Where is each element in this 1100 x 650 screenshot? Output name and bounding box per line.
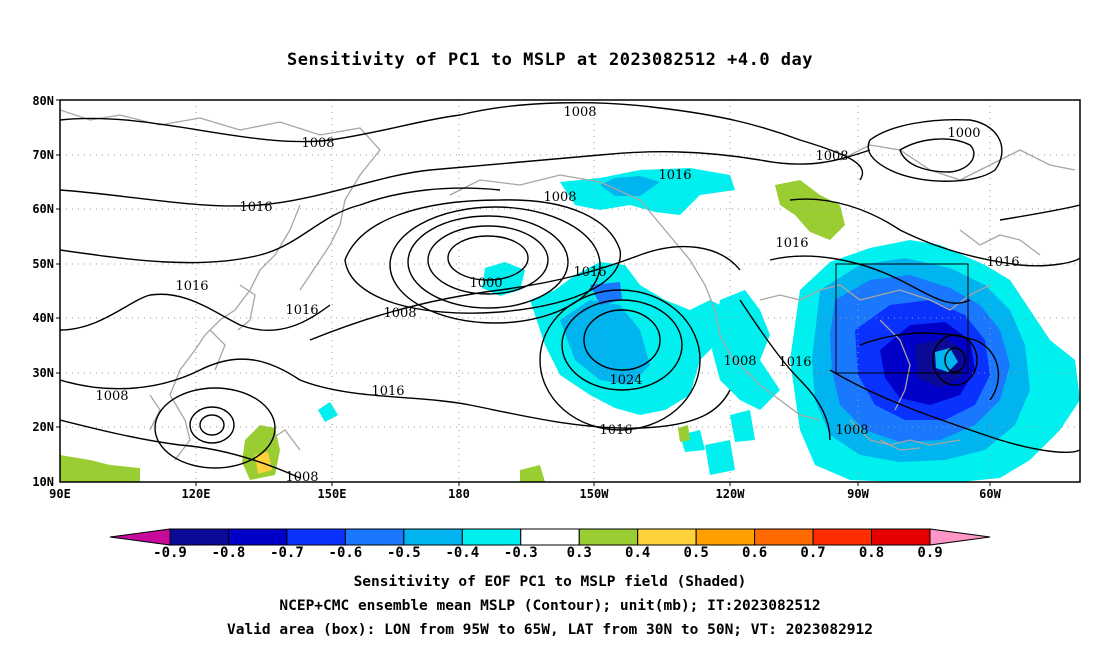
colorbar-label: -0.5 bbox=[387, 545, 421, 561]
colorbar-min-triangle bbox=[109, 528, 171, 546]
shade-region bbox=[678, 425, 690, 442]
colorbar-cell bbox=[227, 528, 288, 546]
shade-region bbox=[775, 180, 845, 240]
mslp-contours bbox=[60, 101, 1080, 479]
colorbar-label: 0.4 bbox=[625, 545, 650, 561]
shade-region bbox=[520, 465, 545, 482]
shade-region bbox=[600, 176, 660, 196]
colorbar-label: 0.9 bbox=[917, 545, 942, 561]
shade-region bbox=[560, 168, 735, 215]
shade-region bbox=[730, 410, 755, 442]
contour-label: 1008 bbox=[815, 149, 848, 164]
lat-axis: 80N 70N 60N 50N 40N 30N 20N 10N bbox=[32, 94, 60, 489]
lon-tick-label: 150E bbox=[318, 487, 347, 501]
colorbar-label: 0.3 bbox=[567, 545, 592, 561]
shade-region bbox=[590, 282, 622, 305]
colorbar: -0.9 -0.8 -0.7 -0.6 -0.5 -0.4 -0.3 0.3 0.4 0.5 0.6… bbox=[109, 528, 991, 561]
sensitivity-shading bbox=[60, 168, 1080, 482]
lon-tick-label: 150W bbox=[580, 487, 610, 501]
colorbar-max-triangle bbox=[929, 528, 991, 546]
colorbar-label: 0.7 bbox=[800, 545, 825, 561]
lon-tick-label: 60W bbox=[979, 487, 1001, 501]
shade-region bbox=[560, 300, 650, 385]
colorbar-cell bbox=[520, 528, 580, 546]
shade-region bbox=[712, 290, 780, 410]
valid-area-box bbox=[835, 263, 969, 374]
contour-label: 1016 bbox=[778, 355, 811, 370]
colorbar-cell bbox=[812, 528, 873, 546]
contour-label: 1008 bbox=[383, 306, 416, 321]
contour-label: 1016 bbox=[371, 384, 404, 399]
lat-tick-label: 50N bbox=[32, 257, 54, 271]
contour-label: 1008 bbox=[723, 354, 756, 369]
contour-label: 1016 bbox=[599, 423, 632, 438]
contour-label: 1016 bbox=[573, 265, 606, 280]
contour-label: 1016 bbox=[775, 236, 808, 251]
contour-label: 1016 bbox=[285, 303, 318, 318]
coastlines bbox=[60, 109, 1076, 461]
colorbar-cell bbox=[461, 528, 522, 546]
contour-label: 1016 bbox=[658, 168, 691, 183]
colorbar-cell bbox=[403, 528, 463, 546]
shade-region bbox=[318, 402, 338, 422]
lon-tick-label: 90E bbox=[49, 487, 71, 501]
lat-tick-label: 40N bbox=[32, 311, 54, 325]
colorbar-label: 0.8 bbox=[859, 545, 884, 561]
caption-line-2: NCEP+CMC ensemble mean MSLP (Contour); u… bbox=[279, 598, 821, 614]
contour-label: 1008 bbox=[285, 470, 318, 485]
lon-tick-label: 120W bbox=[716, 487, 746, 501]
contour-label: 1000 bbox=[947, 126, 980, 141]
contour-label: 1008 bbox=[563, 105, 596, 120]
lat-tick-label: 70N bbox=[32, 148, 54, 162]
graticule bbox=[60, 100, 1080, 482]
shade-region bbox=[60, 455, 140, 482]
colorbar-cell bbox=[871, 528, 931, 546]
colorbar-cell bbox=[169, 528, 229, 546]
contour-label: 1016 bbox=[986, 255, 1019, 270]
lon-axis: 90E 120E 150E 180 150W 120W 90W 60W bbox=[49, 482, 1002, 501]
colorbar-label: -0.6 bbox=[329, 545, 363, 561]
lat-tick-label: 80N bbox=[32, 94, 54, 108]
colorbar-label: -0.9 bbox=[153, 545, 187, 561]
caption-line-1: Sensitivity of EOF PC1 to MSLP field (Sh… bbox=[353, 574, 747, 590]
contour-labels: 1008 1008 1016 1008 1000 1008 1016 1016 … bbox=[95, 105, 980, 485]
colorbar-label: -0.4 bbox=[445, 545, 479, 561]
colorbar-cell bbox=[695, 528, 756, 546]
colorbar-label: -0.8 bbox=[212, 545, 246, 561]
caption-line-3: Valid area (box): LON from 95W to 65W, L… bbox=[226, 622, 873, 638]
contour-label: 1008 bbox=[95, 389, 128, 404]
lat-tick-label: 60N bbox=[32, 202, 54, 216]
contour-label: 1024 bbox=[609, 373, 642, 388]
contour-label: 1016 bbox=[239, 200, 272, 215]
lat-tick-label: 30N bbox=[32, 366, 54, 380]
map-title: Sensitivity of PC1 to MSLP at 2023082512… bbox=[286, 50, 813, 70]
contour-label: 1000 bbox=[469, 276, 502, 291]
shade-region bbox=[935, 348, 958, 372]
contour-label: 1008 bbox=[543, 190, 576, 205]
colorbar-label: 0.5 bbox=[684, 545, 709, 561]
lon-tick-label: 120E bbox=[182, 487, 211, 501]
lon-tick-label: 180 bbox=[448, 487, 470, 501]
colorbar-label: 0.6 bbox=[742, 545, 767, 561]
colorbar-cell bbox=[344, 528, 405, 546]
colorbar-label: -0.7 bbox=[270, 545, 304, 561]
contour-label: 1008 bbox=[835, 423, 868, 438]
colorbar-cell bbox=[637, 528, 697, 546]
lat-tick-label: 10N bbox=[32, 475, 54, 489]
contour-label: 1016 bbox=[175, 279, 208, 294]
colorbar-cell bbox=[578, 528, 639, 546]
colorbar-label: -0.3 bbox=[504, 545, 538, 561]
plot-frame bbox=[59, 99, 1081, 483]
lat-tick-label: 20N bbox=[32, 420, 54, 434]
colorbar-cell bbox=[754, 528, 814, 546]
lon-tick-label: 90W bbox=[847, 487, 869, 501]
colorbar-cell bbox=[286, 528, 346, 546]
shade-region bbox=[705, 440, 735, 475]
contour-label: 1008 bbox=[301, 136, 334, 151]
